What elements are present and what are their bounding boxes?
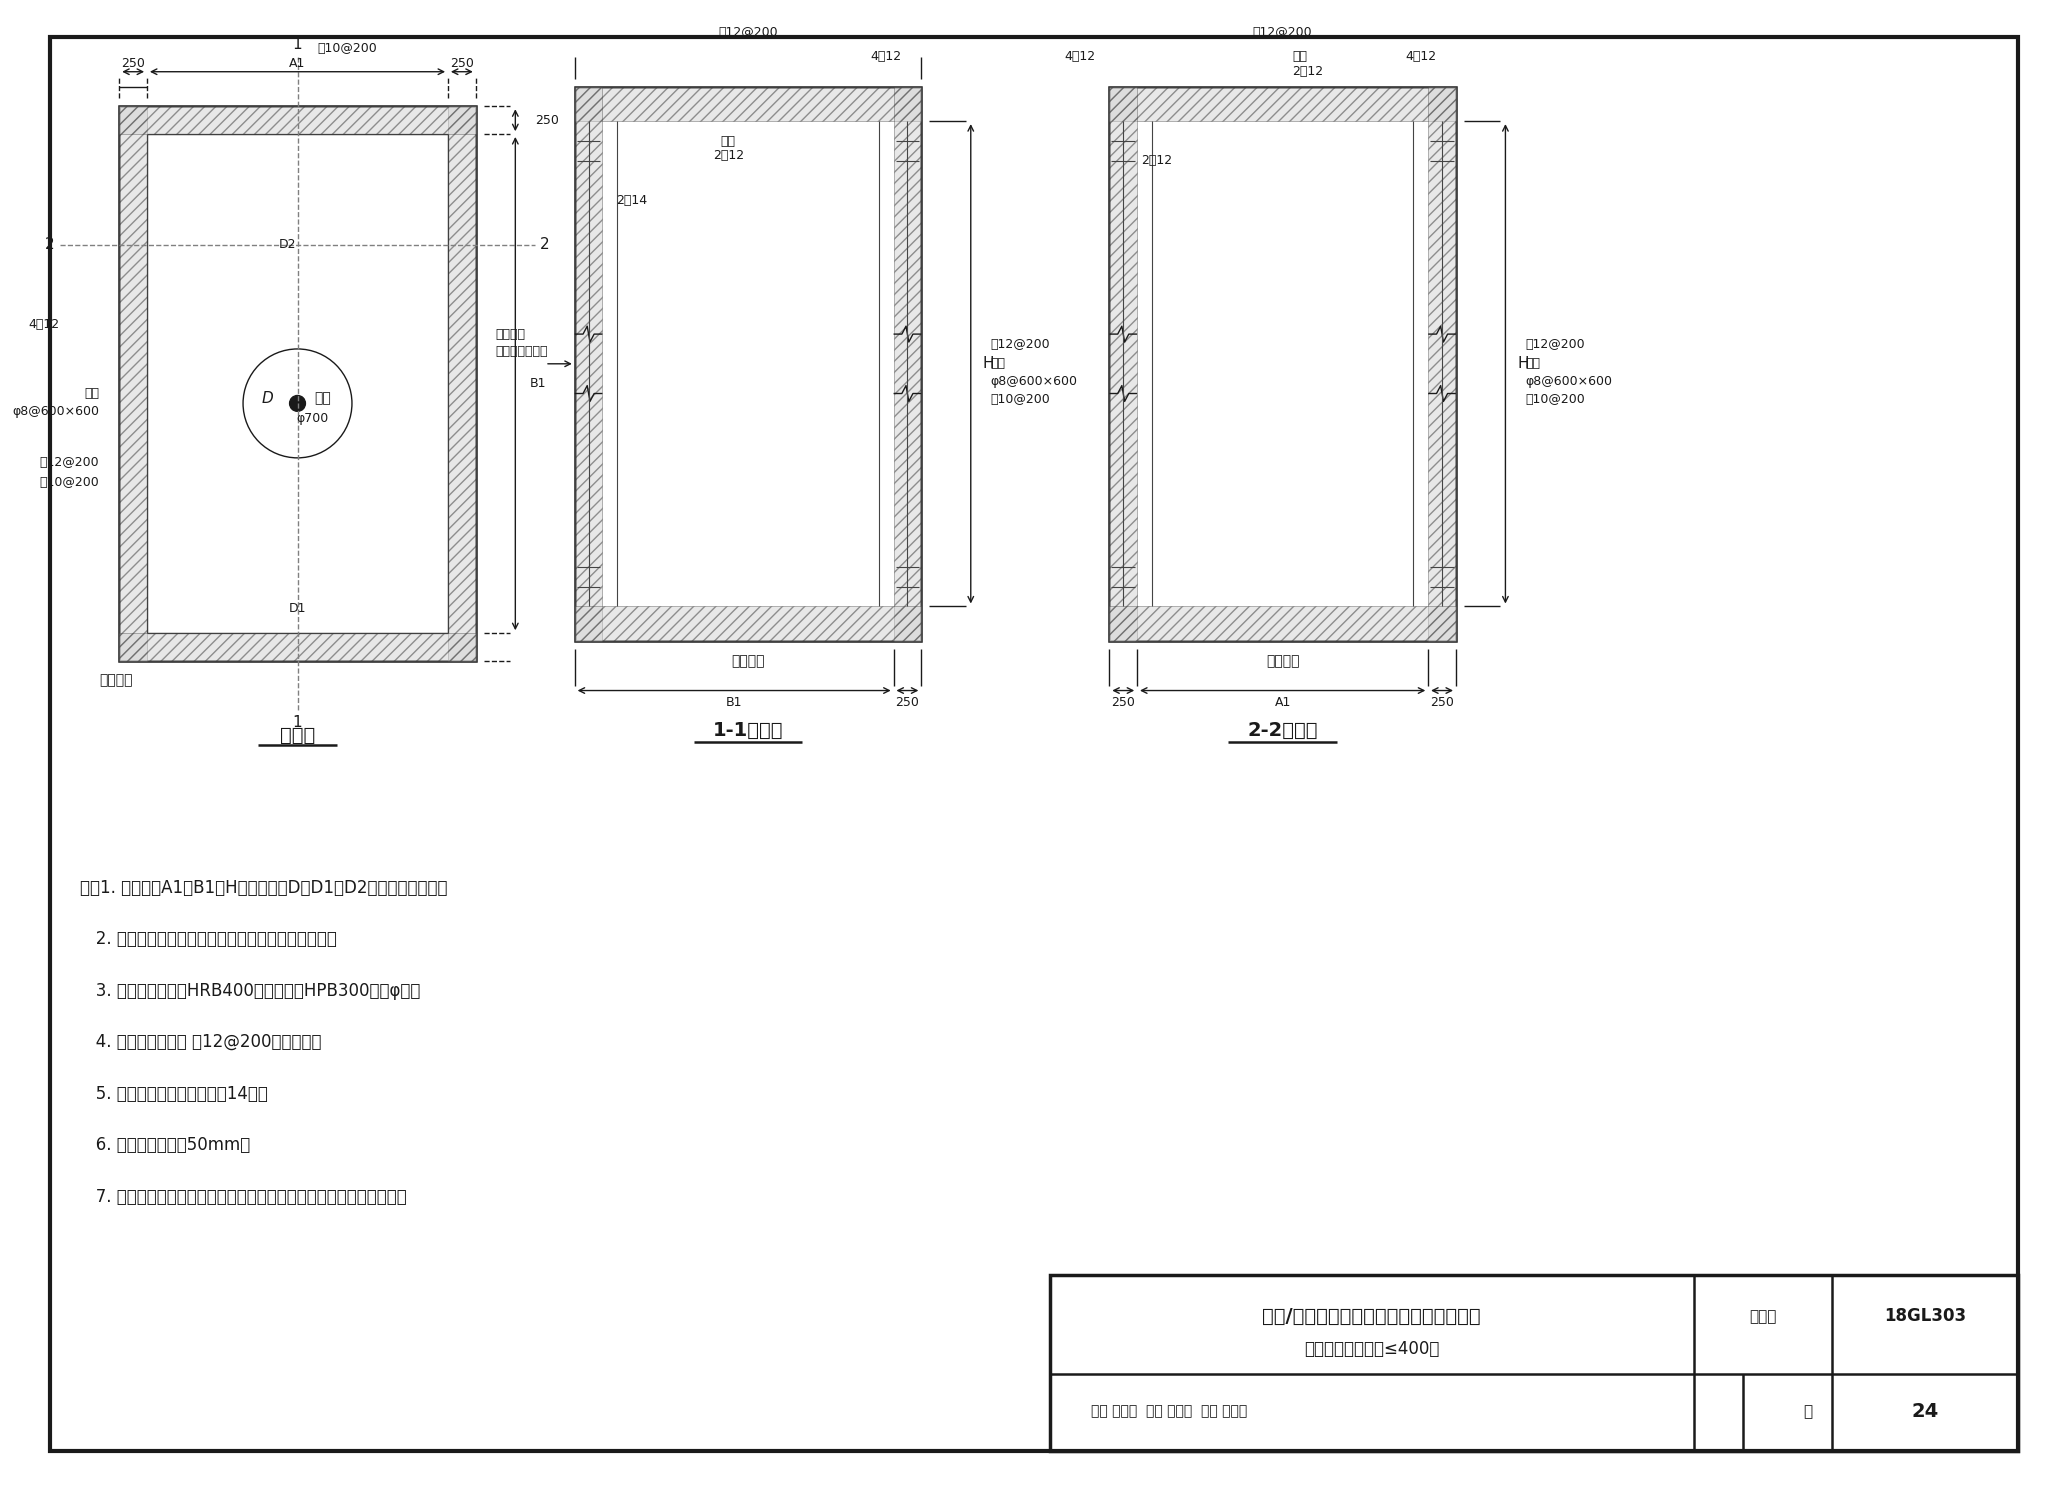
- Text: B1: B1: [530, 376, 547, 390]
- Text: 250: 250: [1112, 696, 1135, 708]
- Text: 2. 混凝土强度等级及钢筋锚固长度同管廊主体结构。: 2. 混凝土强度等级及钢筋锚固长度同管廊主体结构。: [80, 930, 336, 948]
- Text: 平面图: 平面图: [281, 726, 315, 744]
- Bar: [119, 106, 147, 661]
- Text: 2呂14: 2呂14: [616, 193, 647, 207]
- Text: D: D: [262, 391, 274, 406]
- Text: 管廊底板: 管廊底板: [731, 653, 764, 668]
- Text: 拉筋: 拉筋: [1526, 357, 1540, 371]
- Bar: [575, 86, 602, 641]
- Text: 呂12@200: 呂12@200: [991, 338, 1051, 351]
- Text: 2: 2: [45, 238, 55, 253]
- Bar: [1110, 86, 1456, 121]
- Text: 250: 250: [535, 113, 559, 126]
- Text: （廊内，支管管径≤400）: （廊内，支管管径≤400）: [1305, 1341, 1440, 1359]
- Text: 4呂12: 4呂12: [1405, 51, 1436, 64]
- Text: 管廊底板: 管廊底板: [1266, 653, 1298, 668]
- Text: 环筋: 环筋: [1292, 51, 1307, 64]
- Text: 呂12@200: 呂12@200: [39, 457, 100, 469]
- Text: 250: 250: [451, 58, 473, 70]
- Bar: [119, 106, 475, 661]
- Bar: [575, 86, 922, 121]
- Text: 图集号: 图集号: [1749, 1309, 1776, 1324]
- Bar: [1051, 1275, 2017, 1451]
- Text: 3. 钢筋强度等级：HRB400级（呂）、HPB300级（φ）。: 3. 钢筋强度等级：HRB400级（呂）、HPB300级（φ）。: [80, 982, 420, 1000]
- Text: 7. 检查井结构应根据管廊主体结构的受力情况与管廊结构可靠连接。: 7. 检查井结构应根据管廊主体结构的受力情况与管廊结构可靠连接。: [80, 1187, 406, 1205]
- Text: 4呂12: 4呂12: [870, 51, 901, 64]
- Bar: [119, 632, 475, 661]
- Text: H: H: [1518, 356, 1528, 372]
- Text: B1: B1: [725, 696, 741, 708]
- Text: 2呂12: 2呂12: [1292, 65, 1323, 79]
- Text: 呂12@200: 呂12@200: [1526, 338, 1585, 351]
- Text: A1: A1: [289, 58, 305, 70]
- Text: 5. 侧壁洞孔加强大样详见第14页。: 5. 侧壁洞孔加强大样详见第14页。: [80, 1085, 268, 1103]
- Text: 1: 1: [293, 716, 303, 731]
- Text: 呂12@200: 呂12@200: [1253, 25, 1313, 39]
- Text: 6. 钢筋保护层厚度50mm。: 6. 钢筋保护层厚度50mm。: [80, 1135, 250, 1155]
- Text: D1: D1: [289, 601, 307, 615]
- Text: 拉筋: 拉筋: [991, 357, 1006, 371]
- Text: φ8@600×600: φ8@600×600: [12, 405, 100, 418]
- Text: φ700: φ700: [297, 412, 328, 424]
- Text: A1: A1: [1274, 696, 1290, 708]
- Bar: [147, 134, 449, 632]
- Text: 250: 250: [1430, 696, 1454, 708]
- Bar: [575, 607, 922, 641]
- Text: 4呂12: 4呂12: [29, 318, 59, 330]
- Text: 审核 唐明雄  校对 王宏鑫  设计 陈军良: 审核 唐明雄 校对 王宏鑫 设计 陈军良: [1092, 1405, 1247, 1418]
- Bar: [119, 106, 475, 134]
- Text: 三通/四通混凝土竖槽式跌水井结构配筋图: 三通/四通混凝土竖槽式跌水井结构配筋图: [1262, 1306, 1481, 1326]
- Bar: [1427, 86, 1456, 641]
- Text: 24: 24: [1911, 1402, 1939, 1421]
- Text: 呂10@200: 呂10@200: [991, 393, 1051, 406]
- Text: 管廊外壁: 管廊外壁: [496, 327, 526, 341]
- Text: 4. 检查井顶板配筋 呂12@200双层双向。: 4. 检查井顶板配筋 呂12@200双层双向。: [80, 1033, 322, 1051]
- Bar: [575, 86, 922, 641]
- Circle shape: [289, 396, 305, 411]
- Text: 呂10@200: 呂10@200: [39, 476, 100, 490]
- Text: 2: 2: [541, 238, 549, 253]
- Text: D2: D2: [279, 238, 297, 251]
- Text: 注：1. 图中尺寸A1、B1、H及孔洞尺寸D、D1、D2由工艺设计确定。: 注：1. 图中尺寸A1、B1、H及孔洞尺寸D、D1、D2由工艺设计确定。: [80, 878, 446, 897]
- Text: 呂10@200: 呂10@200: [1526, 393, 1585, 406]
- Bar: [1110, 86, 1456, 641]
- Text: 呂12@200: 呂12@200: [719, 25, 778, 39]
- Text: 人孔: 人孔: [313, 391, 330, 405]
- Text: φ8@600×600: φ8@600×600: [991, 375, 1077, 388]
- Text: 4呂12: 4呂12: [1065, 51, 1096, 64]
- Bar: [1110, 86, 1137, 641]
- Text: 1-1剖面图: 1-1剖面图: [713, 720, 782, 740]
- Text: φ8@600×600: φ8@600×600: [1526, 375, 1612, 388]
- Text: 2呂12: 2呂12: [713, 149, 743, 162]
- Text: 呂10@200: 呂10@200: [317, 43, 377, 55]
- Text: 250: 250: [895, 696, 920, 708]
- Text: 1: 1: [293, 37, 303, 52]
- Text: 18GL303: 18GL303: [1884, 1308, 1966, 1326]
- Text: 250: 250: [121, 58, 145, 70]
- Text: H: H: [983, 356, 993, 372]
- Text: 管廊侧壁: 管廊侧壁: [100, 674, 133, 687]
- Bar: [449, 106, 475, 661]
- Bar: [1110, 607, 1456, 641]
- Text: 2-2剖面图: 2-2剖面图: [1247, 720, 1319, 740]
- Text: 页: 页: [1802, 1403, 1812, 1420]
- Text: 拉筋: 拉筋: [84, 387, 100, 400]
- Bar: [893, 86, 922, 641]
- Text: 2呂12: 2呂12: [1141, 155, 1171, 167]
- Text: （检查井侧壁）: （检查井侧壁）: [496, 345, 549, 359]
- Text: 环筋: 环筋: [721, 134, 735, 147]
